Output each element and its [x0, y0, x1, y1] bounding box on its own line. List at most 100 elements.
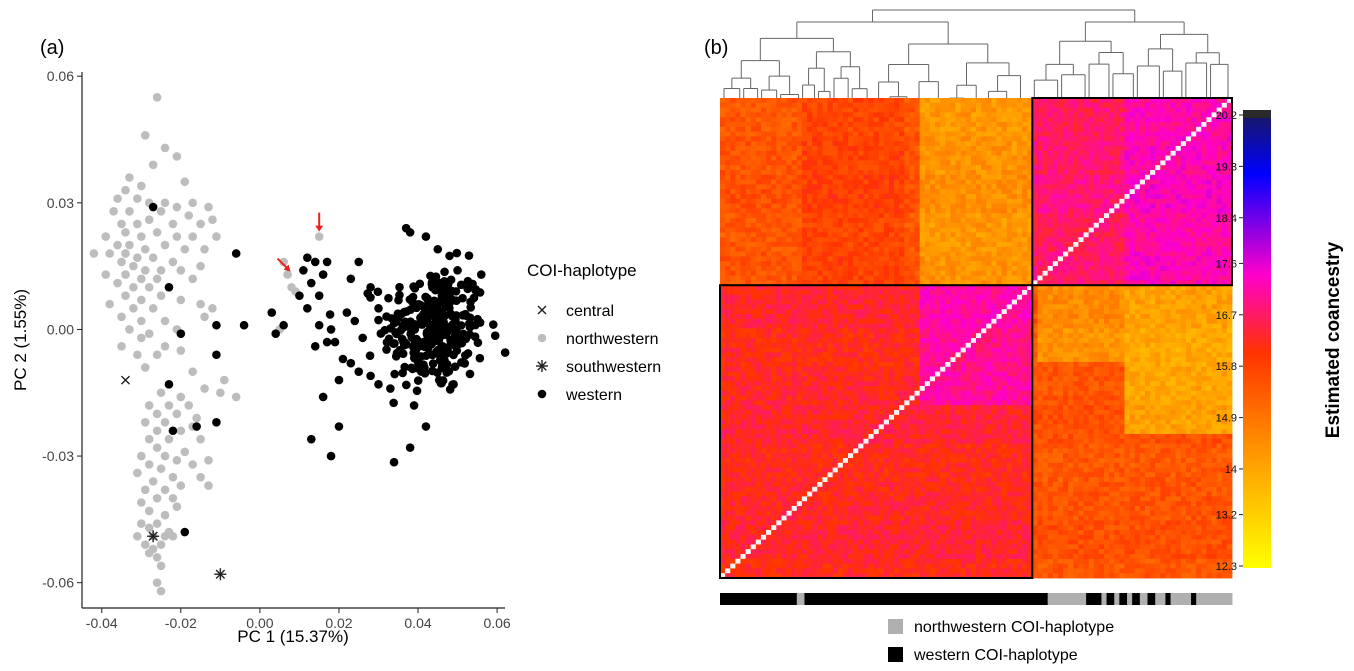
- heatmap-cell: [822, 146, 828, 152]
- heatmap-cell: [1073, 136, 1079, 142]
- heatmap-cell: [914, 131, 921, 137]
- heatmap-cell: [1098, 131, 1105, 137]
- heatmap-cell: [827, 165, 834, 171]
- point-northwestern: [144, 215, 154, 225]
- heatmap-cell: [776, 112, 782, 118]
- heatmap-cell: [745, 136, 752, 142]
- heatmap-cell: [1196, 198, 1202, 204]
- heatmap-cell: [760, 141, 767, 147]
- heatmap-cell: [945, 208, 951, 214]
- heatmap-cell: [883, 198, 890, 204]
- heatmap-cell: [1032, 179, 1038, 185]
- heatmap-cell: [842, 170, 849, 176]
- heatmap-cell: [1032, 170, 1038, 176]
- heatmap-cell: [945, 117, 951, 123]
- heatmap-cell: [883, 299, 890, 305]
- heatmap-cell: [1104, 218, 1110, 224]
- point-northwestern: [152, 578, 162, 587]
- heatmap-cell: [1006, 122, 1013, 128]
- heatmap-cell: [1057, 160, 1064, 166]
- heatmap-cell: [899, 218, 905, 224]
- heatmap-cell: [745, 198, 752, 204]
- heatmap-cell: [1022, 126, 1028, 132]
- heatmap-cell: [832, 184, 839, 190]
- heatmap-cell: [812, 246, 818, 252]
- heatmap-cell: [817, 203, 823, 209]
- heatmap-cell: [1206, 256, 1212, 262]
- heatmap-cell: [1134, 194, 1141, 200]
- heatmap-cell: [955, 160, 962, 166]
- heatmap-cell: [1109, 213, 1115, 219]
- heatmap-cell: [1155, 261, 1161, 267]
- heatmap-cell: [755, 155, 762, 161]
- heatmap-cell: [1093, 261, 1100, 267]
- heatmap-cell: [1088, 266, 1095, 272]
- heatmap-cell: [812, 218, 818, 224]
- heatmap-cell: [771, 222, 777, 228]
- heatmap-cell: [766, 117, 772, 123]
- heatmap-cell: [781, 194, 787, 200]
- heatmap-cell: [919, 126, 926, 132]
- heatmap-cell: [817, 160, 823, 166]
- heatmap-cell: [1196, 184, 1202, 190]
- heatmap-cell: [822, 256, 828, 262]
- heatmap-cell: [1063, 294, 1069, 300]
- heatmap-cell: [888, 198, 895, 204]
- heatmap-cell: [740, 227, 746, 233]
- heatmap-cell: [986, 290, 992, 296]
- heatmap-cell: [1144, 117, 1151, 123]
- heatmap-cell: [976, 256, 982, 262]
- heatmap-cell: [1093, 299, 1100, 305]
- heatmap-cell: [771, 256, 777, 262]
- point-western: [500, 348, 510, 357]
- heatmap-cell: [822, 232, 828, 238]
- heatmap-cell: [863, 184, 869, 190]
- heatmap-cell: [1088, 275, 1095, 281]
- heatmap-cell: [1114, 242, 1120, 248]
- heatmap-cell: [1221, 174, 1228, 180]
- heatmap-cell: [766, 150, 772, 156]
- heatmap-cell: [1016, 294, 1023, 300]
- heatmap-cell: [868, 294, 874, 300]
- x-tick-label: 0.04: [404, 615, 431, 631]
- heatmap-cell: [1104, 174, 1110, 180]
- heatmap-cell: [1083, 251, 1090, 257]
- point-western: [419, 360, 428, 369]
- heatmap-cell: [1109, 198, 1115, 204]
- heatmap-cell: [935, 184, 941, 190]
- heatmap-cell: [745, 203, 752, 209]
- heatmap-cell: [873, 194, 880, 200]
- heatmap-cell: [766, 203, 772, 209]
- heatmap-cell: [1047, 213, 1054, 219]
- heatmap-cell: [981, 131, 987, 137]
- heatmap-cell: [1124, 218, 1130, 224]
- heatmap-cell: [812, 290, 818, 296]
- heatmap-cell: [991, 174, 997, 180]
- point-western: [460, 351, 470, 360]
- heatmap-cell: [919, 155, 926, 161]
- heatmap-cell: [945, 198, 951, 204]
- heatmap-cell: [965, 285, 972, 291]
- heatmap-cell: [1093, 232, 1100, 238]
- heatmap-cell: [1170, 141, 1177, 147]
- heatmap-cell: [1109, 290, 1115, 296]
- heatmap-cell: [1088, 198, 1095, 204]
- heatmap-cell: [771, 112, 777, 118]
- heatmap-cell: [786, 294, 793, 300]
- heatmap-cell: [1170, 299, 1177, 305]
- heatmap-cell: [1211, 184, 1218, 190]
- y-tick-label: 0.06: [47, 68, 74, 84]
- heatmap-cell: [1201, 294, 1207, 300]
- heatmap-cell: [1073, 251, 1079, 257]
- heatmap-cell: [1037, 174, 1043, 180]
- heatmap-cell: [812, 222, 818, 228]
- heatmap-cell: [853, 256, 859, 262]
- heatmap-cell: [842, 270, 849, 276]
- heatmap-cell: [1052, 222, 1059, 228]
- heatmap-cell: [1098, 256, 1105, 262]
- heatmap-cell: [935, 290, 941, 296]
- heatmap-cell: [1175, 242, 1182, 248]
- heatmap-cell: [1226, 261, 1233, 267]
- heatmap-cell: [1052, 246, 1059, 252]
- heatmap-cell: [1098, 174, 1105, 180]
